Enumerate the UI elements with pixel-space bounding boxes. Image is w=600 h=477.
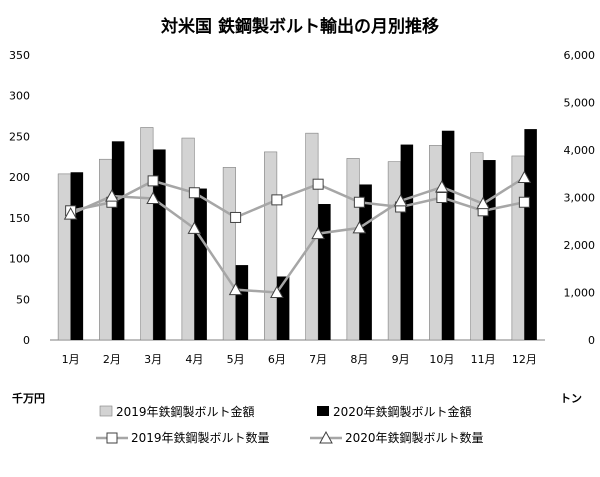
x-tick-label: 6月 (268, 353, 286, 366)
legend-label-2020-amount: 2020年鉄鋼製ボルト金額 (333, 404, 472, 419)
x-tick-label: 11月 (471, 353, 496, 366)
x-tick-label: 2月 (103, 353, 121, 366)
left-tick-label: 300 (9, 90, 30, 103)
bar-2020-amount (400, 144, 414, 340)
bar-2019-amount (99, 158, 113, 341)
bar-2020-amount (70, 172, 84, 340)
marker-2020-quantity (435, 180, 449, 193)
x-tick-label: 4月 (185, 353, 203, 366)
marker-2019-quantity (271, 194, 283, 206)
marker-2019-quantity (147, 175, 159, 187)
marker-2020-quantity (228, 282, 243, 296)
left-tick-label: 100 (9, 253, 30, 266)
x-tick-label: 3月 (144, 353, 162, 366)
x-tick-label: 5月 (227, 353, 245, 366)
bar-2020-amount (441, 130, 455, 340)
marker-2020-quantity (393, 193, 408, 207)
bar-2020-amount (318, 204, 331, 340)
bar-2020-amount (276, 276, 290, 340)
bar-2019-amount (470, 152, 484, 341)
legend-marker-2019-quantity (106, 432, 118, 444)
legend-marker-2020-quantity (319, 430, 333, 444)
bar-2020-amount (111, 141, 125, 340)
bar-2019-amount (264, 151, 278, 341)
marker-2020-quantity (352, 220, 367, 234)
line-2019-quantity (70, 179, 525, 219)
x-tick-label: 1月 (62, 353, 80, 366)
marker-2019-quantity (518, 196, 530, 208)
right-tick-label: 4,000 (564, 144, 596, 157)
bar-2020-amount (194, 188, 207, 340)
bar-2019-amount (222, 167, 236, 341)
chart-title: 対米国 鉄鋼製ボルト輸出の月別推移 (160, 16, 439, 37)
bar-2020-amount (153, 149, 166, 340)
x-tick-label: 12月 (512, 353, 537, 366)
line-2020-quantity (70, 176, 526, 294)
marker-2020-quantity (476, 196, 490, 210)
marker-2019-quantity (188, 187, 200, 199)
left-tick-label: 150 (9, 212, 30, 225)
legend-label-2019-amount: 2019年鉄鋼製ボルト金額 (116, 404, 255, 419)
marker-2020-quantity (187, 221, 202, 234)
right-tick-label: 1,000 (564, 287, 596, 300)
legend-swatch-2019-amount (99, 405, 113, 417)
legend: 2019年鉄鋼製ボルト金額 2020年鉄鋼製ボルト金額 2019年鉄鋼製ボルト数量 2… (96, 404, 484, 445)
x-tick-label: 9月 (392, 353, 410, 366)
left-tick-label: 200 (9, 171, 30, 184)
marker-2020-quantity (517, 170, 532, 184)
bar-2019-amount (140, 127, 154, 341)
left-tick-label: 0 (23, 334, 30, 347)
right-tick-label: 2,000 (564, 239, 596, 252)
bar-2020-amount (235, 265, 249, 340)
left-tick-label: 350 (9, 49, 30, 62)
legend-swatch-2020-amount (317, 406, 329, 416)
marker-2019-quantity (312, 178, 324, 190)
x-tick-label: 7月 (309, 353, 327, 366)
marker-2020-quantity (63, 207, 78, 220)
bar-2020-amount (524, 129, 537, 340)
bar-2019-amount (181, 137, 195, 341)
bar-2019-amount (387, 161, 401, 341)
left-axis-unit: 千万円 (12, 391, 45, 405)
marker-2019-quantity (436, 192, 448, 203)
marker-2020-quantity (270, 285, 284, 298)
marker-2020-quantity (146, 191, 160, 204)
right-tick-label: 0 (588, 334, 595, 347)
right-axis-unit: トン (560, 392, 582, 405)
bar-2019-amount (346, 158, 360, 341)
bar-2019-amount (429, 145, 443, 341)
bar-2020-amount (359, 184, 372, 340)
left-tick-label: 50 (16, 293, 30, 306)
left-tick-label: 250 (9, 130, 30, 143)
legend-label-2020-quantity: 2020年鉄鋼製ボルト数量 (345, 430, 484, 445)
plot-area: 0 50 100 150 200 250 300 350 0 1,000 2,000 3,000 4,0… (9, 49, 595, 366)
marker-2020-quantity (105, 189, 119, 202)
marker-2019-quantity (353, 196, 365, 208)
x-tick-label: 10月 (429, 353, 454, 366)
legend-label-2019-quantity: 2019年鉄鋼製ボルト数量 (131, 430, 270, 445)
right-tick-label: 6,000 (564, 49, 596, 62)
marker-2020-quantity (311, 226, 325, 240)
bar-2020-amount (483, 160, 496, 340)
right-tick-label: 3,000 (564, 192, 596, 205)
right-tick-label: 5,000 (564, 97, 596, 110)
bar-2019-amount (57, 173, 71, 341)
marker-2019-quantity (230, 211, 242, 223)
x-tick-label: 8月 (350, 353, 368, 366)
